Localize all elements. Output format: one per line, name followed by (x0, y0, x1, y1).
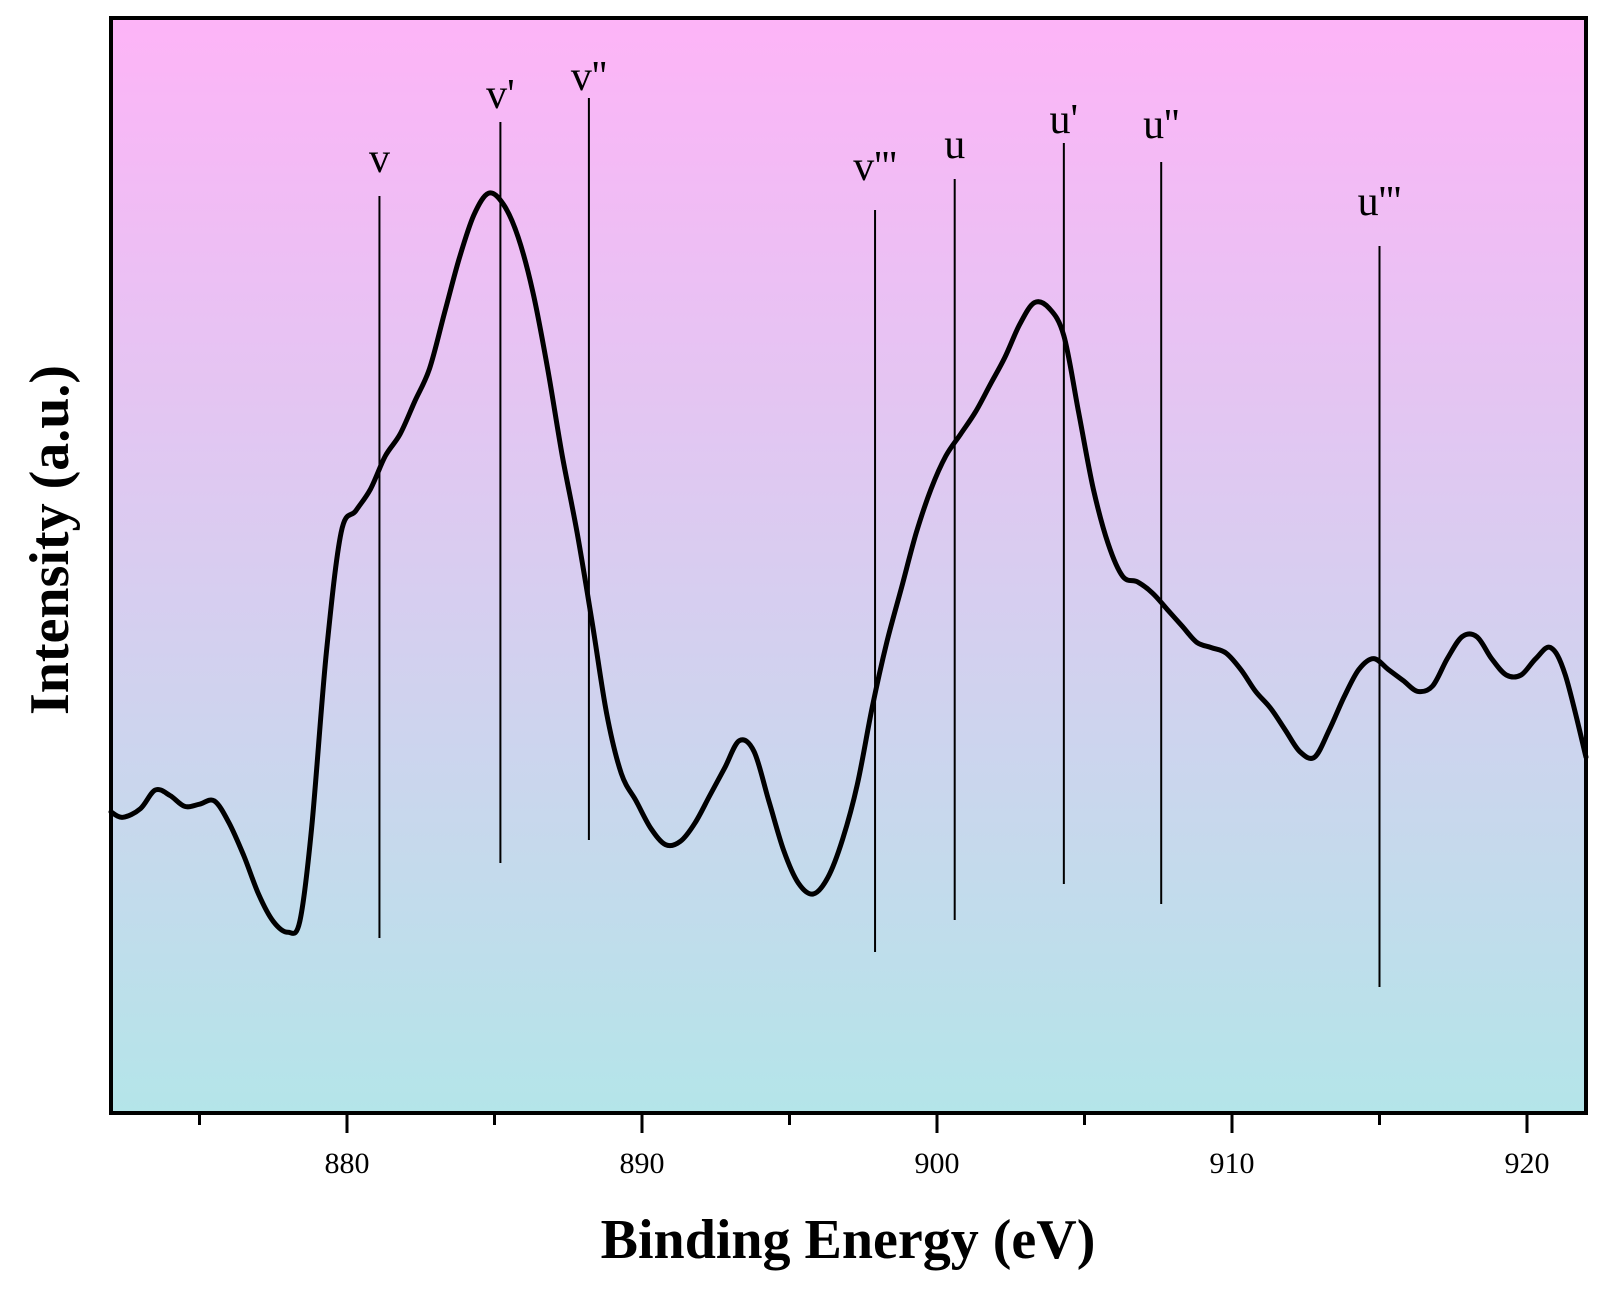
peak-label: u' (1050, 97, 1079, 143)
x-tick-label: 880 (325, 1147, 370, 1180)
plot-background (111, 18, 1586, 1113)
peak-label: v (369, 136, 390, 182)
peak-label: v''' (853, 144, 897, 190)
x-axis-title: Binding Energy (eV) (601, 1209, 1096, 1271)
x-axis-ticks (198, 1115, 1529, 1133)
x-tick-label: 890 (620, 1147, 665, 1180)
x-tick-label: 920 (1505, 1147, 1550, 1180)
peak-label: u''' (1358, 179, 1402, 225)
reference-lines (378, 98, 1381, 987)
peak-label: u (944, 122, 965, 168)
x-tick-label: 910 (1210, 1147, 1255, 1180)
peak-labels: v v' v'' v''' u u' u'' u''' (369, 54, 1401, 225)
peak-label: v' (486, 72, 515, 118)
x-axis-tick-labels: 880 890 900 910 920 (325, 1147, 1550, 1180)
plot-frame (109, 16, 1588, 1115)
x-tick-label: 900 (915, 1147, 960, 1180)
peak-label: u'' (1143, 102, 1179, 148)
spectrum-line (108, 190, 1589, 936)
y-axis-title: Intensity (a.u.) (19, 365, 81, 715)
peak-label: v'' (571, 54, 607, 100)
